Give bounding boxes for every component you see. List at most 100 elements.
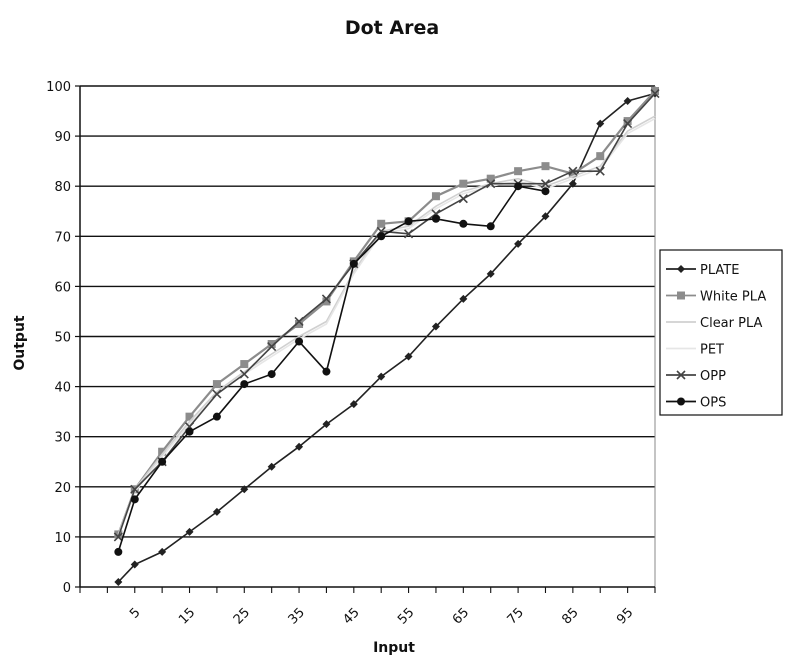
legend-label-5: OPS [700,396,726,411]
series-5-point-4 [212,412,221,421]
series-5-point-8 [322,367,331,376]
series-5-point-16 [541,187,550,196]
legend-label-3: PET [700,343,724,358]
series-1-point-5 [240,360,249,369]
series-0-point-17 [568,179,577,188]
chart-title: Dot Area [345,17,439,39]
series-1-point-12 [431,192,440,201]
series-1-point-13 [459,179,468,188]
series-group [113,87,660,586]
series-1-point-8 [322,297,331,306]
legend-box [659,249,783,416]
series-4-point-13 [458,194,468,204]
legend-swatch-marker-5 [677,397,685,406]
series-1-point-16 [541,162,550,171]
series-5-point-6 [267,370,276,379]
series-0-point-1 [130,560,139,569]
series-4-point-14 [486,179,496,189]
series-5 [114,182,550,556]
y-tick-label-80: 80 [54,180,71,195]
y-tick-label-40: 40 [54,381,71,396]
series-1-point-19 [623,117,632,126]
series-1-point-18 [596,152,605,161]
series-0-point-4 [212,507,221,516]
series-0-point-12 [431,322,440,331]
y-tick-label-0: 0 [63,581,71,596]
series-0-point-18 [596,119,605,128]
legend-label-4: OPP [700,369,726,384]
series-0-point-16 [541,212,550,221]
series-5-point-1 [130,495,139,504]
y-tick-label-100: 100 [46,80,71,95]
series-5-point-15 [514,182,523,191]
series-5-point-0 [114,547,123,556]
legend: PLATE White PLA Clear PLA PET OPP OPS [659,249,783,416]
legend-swatch-marker-4 [676,370,686,380]
y-tick-label-20: 20 [54,481,71,496]
series-0-point-19 [623,97,632,106]
series-5-point-12 [431,214,440,223]
series-4-point-17 [568,166,578,176]
y-tick-label-30: 30 [54,431,71,446]
series-5-point-2 [158,457,167,466]
series-0-point-15 [514,239,523,248]
series-4-point-20 [650,88,660,99]
series-1-point-10 [377,219,386,228]
series-1-point-6 [267,340,276,349]
legend-label-0: PLATE [700,263,739,278]
legend-label-1: White PLA [700,290,766,305]
series-1-point-20 [651,87,659,96]
y-axis-ticks: 0 10 20 30 40 50 60 70 80 90 100 [46,80,80,596]
series-4-point-8 [321,294,331,304]
series-0-point-7 [295,442,304,451]
y-tick-label-70: 70 [54,230,71,245]
series-4-point-4 [212,389,222,399]
series-1-point-17 [568,169,577,178]
series-5-point-9 [349,259,358,268]
legend-swatch-marker-0 [677,265,685,273]
series-5-point-13 [459,219,468,228]
series-0-point-9 [349,400,358,409]
y-tick-label-60: 60 [54,280,71,295]
series-5-point-14 [486,222,495,231]
series-0 [114,89,659,586]
series-4-point-11 [404,229,414,239]
series-0-point-11 [404,352,413,361]
series-1-point-15 [514,167,523,176]
series-5-point-5 [240,380,249,389]
plot-area [79,85,656,588]
series-5-point-3 [185,427,194,436]
y-tick-label-50: 50 [54,331,71,346]
series-1-point-3 [185,412,194,421]
legend-label-2: Clear PLA [700,316,763,331]
series-0-point-10 [377,372,386,381]
legend-swatch-marker-1 [677,291,685,300]
y-axis-title: Output [12,315,28,371]
series-0-point-2 [158,547,167,556]
series-0-point-14 [486,269,495,278]
series-0-point-6 [267,462,276,471]
series-1-point-2 [158,447,167,456]
series-0-point-8 [322,420,331,429]
series-1-point-14 [486,174,495,183]
x-axis-title: Input [373,640,415,656]
series-4-point-5 [239,369,249,379]
y-tick-label-10: 10 [54,531,71,546]
series-0-point-3 [185,527,194,536]
series-4-point-7 [294,316,304,327]
series-4-point-6 [267,341,277,352]
series-5-point-7 [295,337,304,346]
series-1-point-7 [295,319,304,328]
series-4-point-1 [130,484,140,494]
series-0-point-0 [114,577,123,586]
series-4-point-18 [595,166,605,176]
series-5-point-11 [404,217,413,226]
series-4-point-0 [113,532,123,542]
series-5-point-10 [377,232,386,241]
series-0-point-13 [459,294,468,303]
series-0-point-5 [240,485,249,494]
series-4-point-19 [623,119,633,129]
y-tick-label-90: 90 [54,130,71,145]
series-4-point-16 [540,179,551,189]
